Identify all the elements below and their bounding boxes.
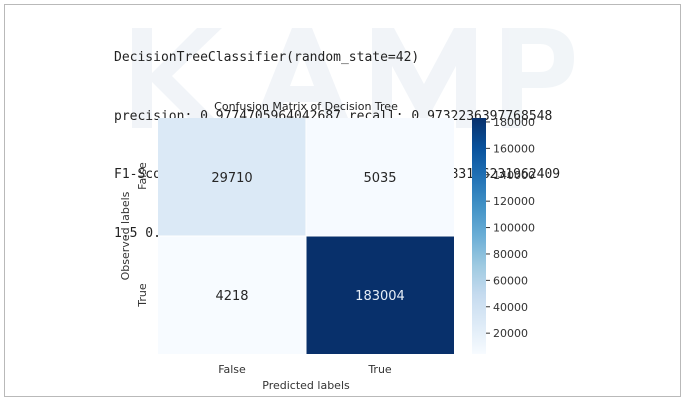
heatmap-cell-value: 4218	[215, 289, 248, 304]
colorbar-tick-label: 20000	[493, 327, 528, 340]
heatmap-cell-value: 183004	[355, 289, 405, 304]
heatmap-cell-value: 5035	[363, 171, 396, 186]
chart-title: Confusion Matrix of Decision Tree	[214, 100, 398, 113]
output-line-model: DecisionTreeClassifier(random_state=42)	[114, 50, 420, 65]
x-tick-false: False	[218, 363, 246, 376]
y-axis-label: Observed labels	[119, 191, 132, 280]
colorbar-tick-label: 120000	[493, 195, 535, 208]
y-tick-false: False	[136, 162, 149, 190]
colorbar-tick-label: 160000	[493, 142, 535, 155]
heatmap-cell-false-true	[306, 118, 454, 236]
colorbar-tick-label: 60000	[493, 274, 528, 287]
heatmap-cells	[158, 118, 454, 354]
colorbar	[472, 118, 486, 354]
heatmap-cell-labels: 29710 5035 4218 183004	[211, 171, 405, 304]
x-axis-label: Predicted labels	[262, 379, 350, 392]
x-tick-true: True	[367, 363, 392, 376]
heatmap-cell-value: 29710	[211, 171, 252, 186]
heatmap-cell-false-false	[158, 118, 306, 236]
colorbar-tick-label: 40000	[493, 301, 528, 314]
colorbar-tick-label: 100000	[493, 222, 535, 235]
colorbar-tick-label: 80000	[493, 248, 528, 261]
colorbar-ticks: 20000 40000 60000 80000 100000 120000 140000 16…	[486, 116, 535, 340]
colorbar-tick-label: 180000	[493, 116, 535, 129]
y-tick-true: True	[136, 283, 149, 308]
heatmap-cell-true-false	[158, 236, 306, 354]
heatmap-cell-true-true	[306, 236, 454, 354]
colorbar-tick-label: 140000	[493, 169, 535, 182]
